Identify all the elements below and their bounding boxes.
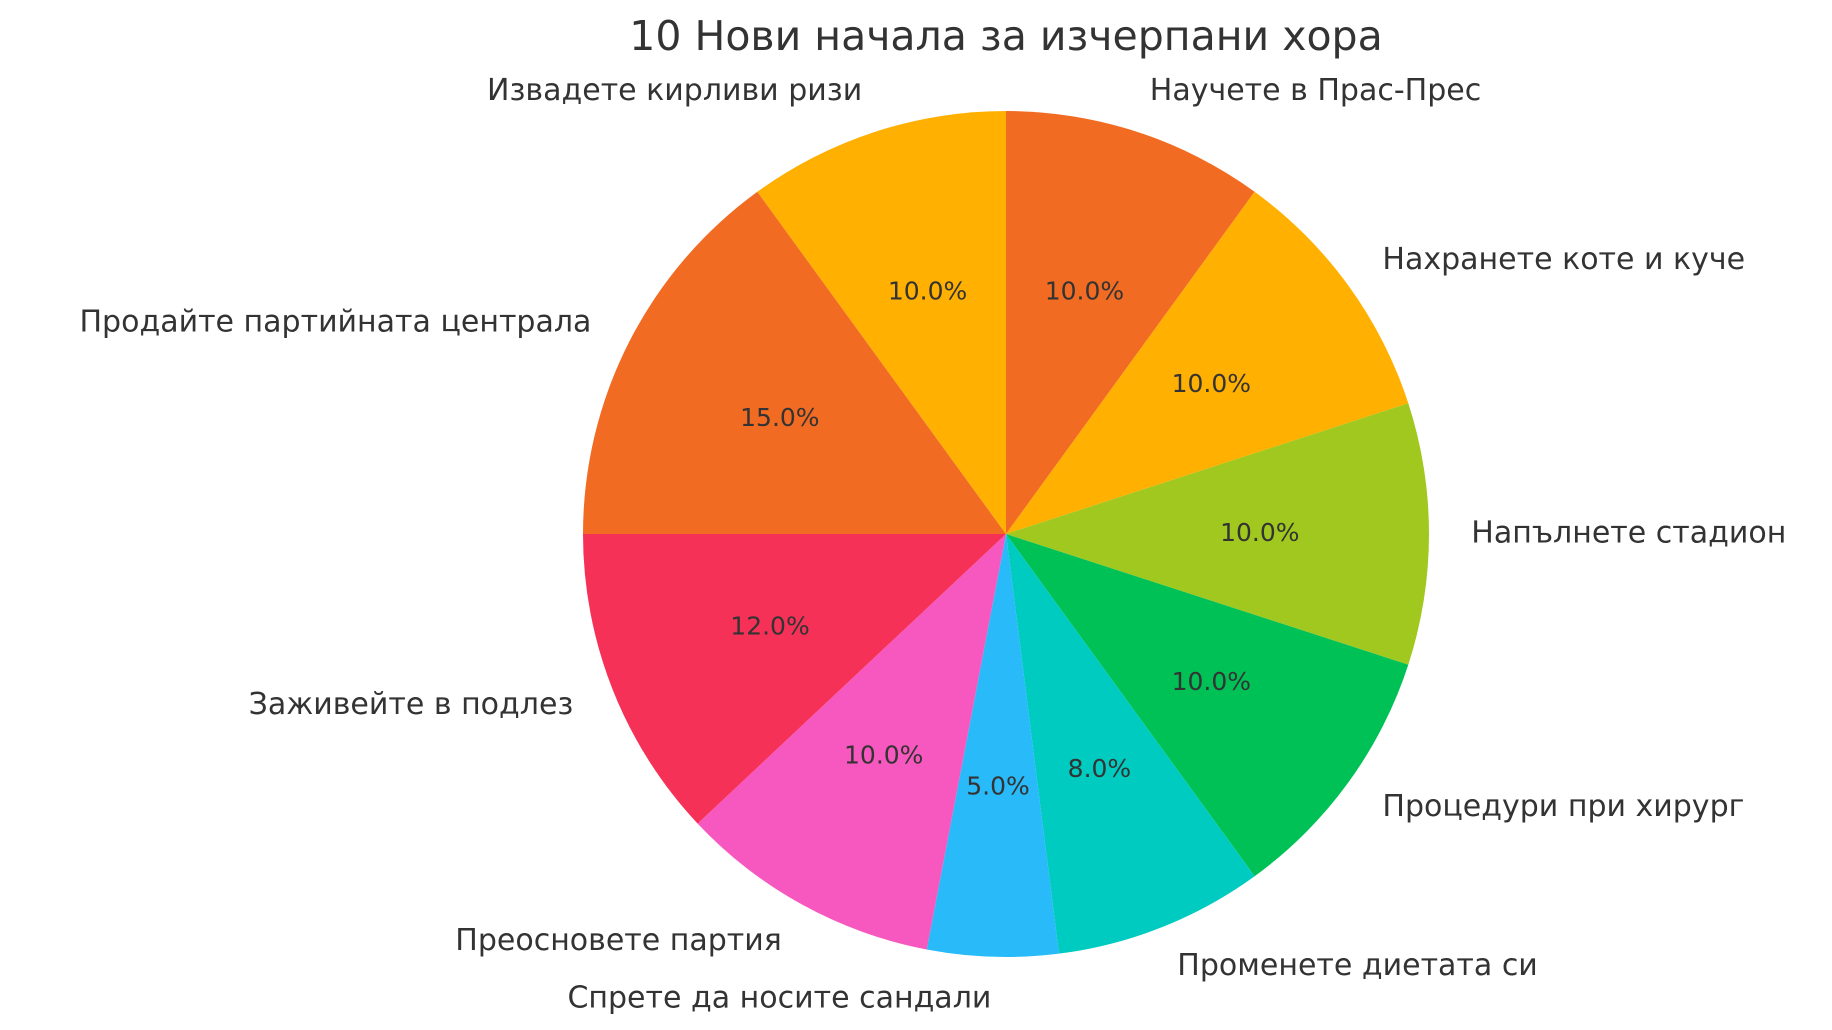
pie-slice xyxy=(926,534,1060,958)
value-label: 15.0% xyxy=(740,403,819,432)
value-label: 10.0% xyxy=(1220,518,1299,547)
value-label: 10.0% xyxy=(1172,667,1251,696)
chart-title: 10 Нови начала за изчерпани хора xyxy=(629,12,1382,60)
pie-slice xyxy=(1006,403,1429,665)
value-label: 10.0% xyxy=(844,740,923,769)
slice-label: Нахранете коте и куче xyxy=(1382,242,1745,277)
slice-label: Процедури при хирург xyxy=(1382,789,1744,824)
value-label: 10.0% xyxy=(888,277,967,306)
pie-slice xyxy=(583,191,1006,534)
slice-label: Извадете кирливи ризи xyxy=(487,73,862,108)
pie-slice xyxy=(697,534,1006,950)
pie-slice xyxy=(583,534,1006,824)
value-label: 12.0% xyxy=(730,611,809,640)
slice-label: Продайте партийната централа xyxy=(80,304,592,339)
pie-slice xyxy=(757,111,1006,534)
slice-label: Научете в Прас-Прес xyxy=(1150,73,1481,108)
slice-label: Преосновете партия xyxy=(455,923,782,958)
pie-slice xyxy=(1006,534,1255,954)
pie-slice xyxy=(1006,534,1409,877)
value-label: 10.0% xyxy=(1045,277,1124,306)
slice-label: Променете диетата си xyxy=(1177,948,1538,983)
value-label: 8.0% xyxy=(1068,754,1132,783)
slice-label: Напълнете стадион xyxy=(1471,516,1786,551)
value-label: 5.0% xyxy=(966,772,1030,801)
slice-label: Спрете да носите сандали xyxy=(567,981,991,1016)
value-label: 10.0% xyxy=(1172,369,1251,398)
pie-slice xyxy=(1006,111,1255,534)
pie-slice xyxy=(1006,191,1409,534)
slice-label: Заживейте в подлез xyxy=(249,687,574,722)
